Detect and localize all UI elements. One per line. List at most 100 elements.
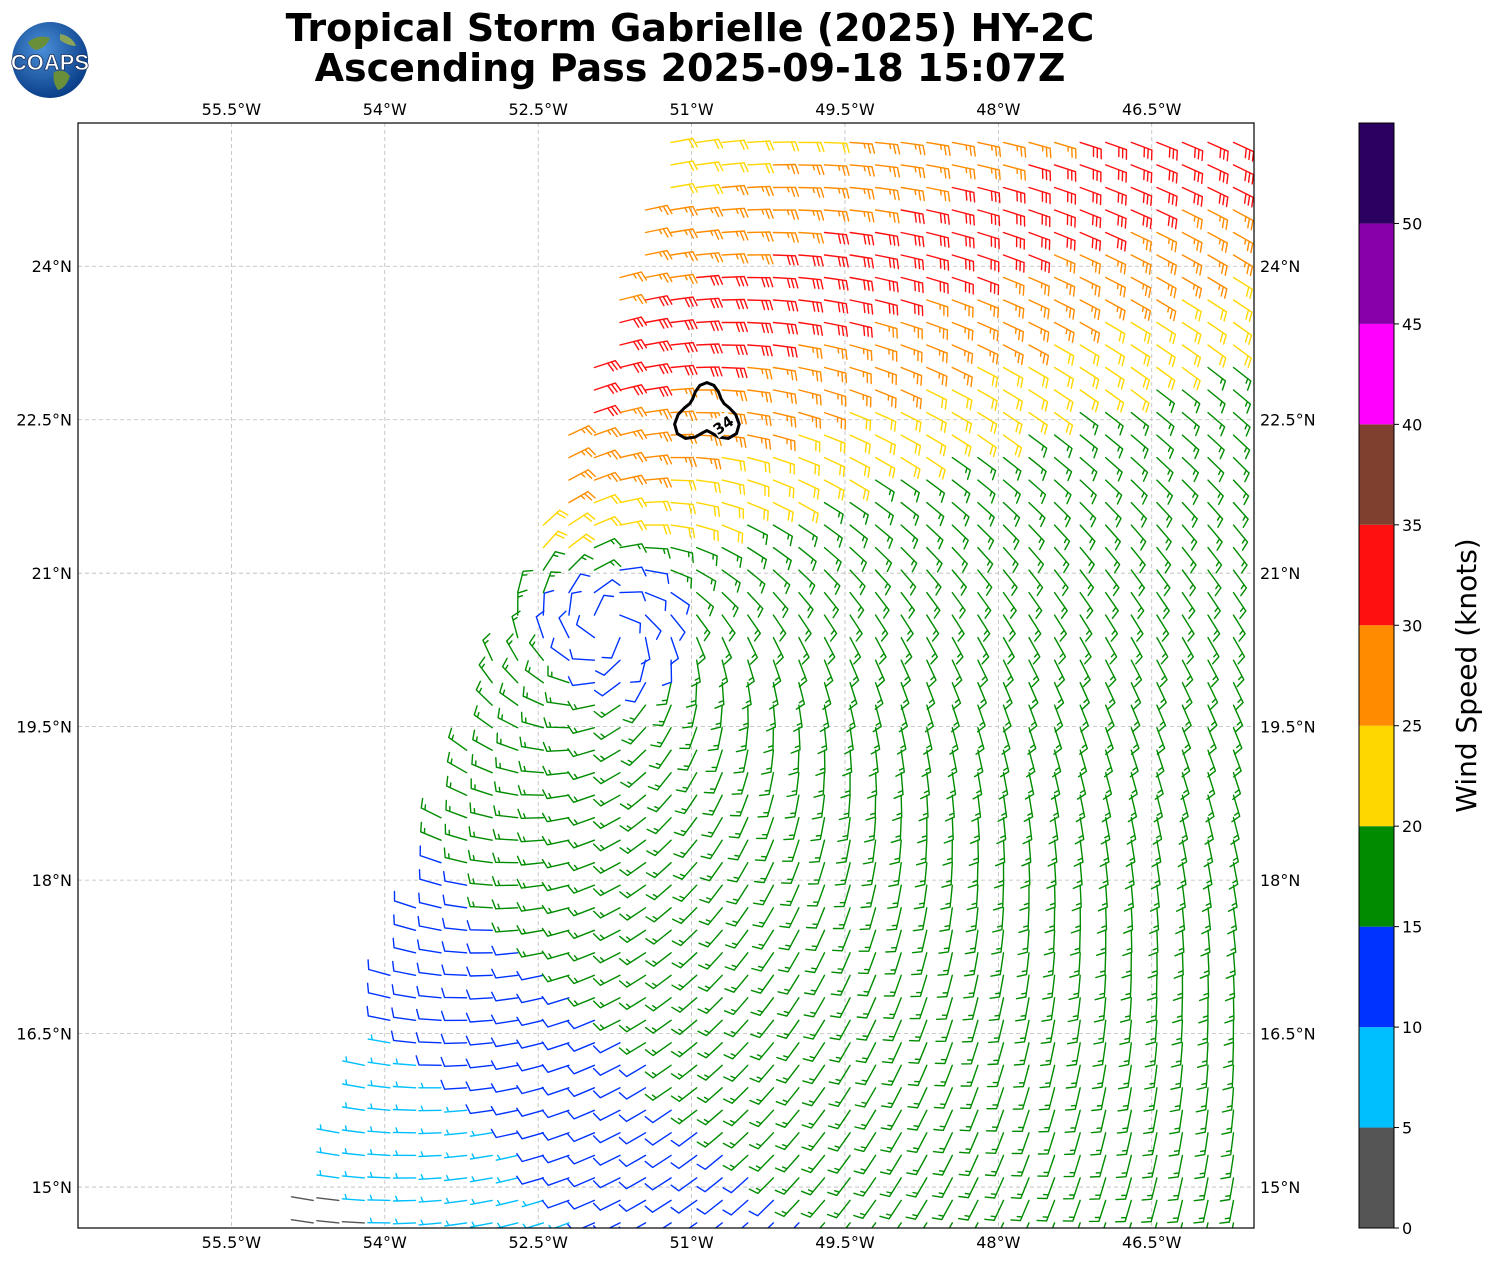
wind-barb [874,321,898,339]
wind-barb [977,524,995,550]
wind-barb [721,230,749,241]
wind-barb [1174,929,1185,957]
wind-barb [367,1194,391,1202]
wind-barb [467,873,493,886]
wind-barb [827,1177,851,1197]
wind-barb [747,163,774,174]
wind-barb [644,524,672,535]
wind-barb [823,254,849,268]
wind-barb [1181,366,1201,391]
wind-barb [1028,411,1048,435]
wind-barb [731,772,749,795]
wind-barb [823,366,848,384]
wind-barb [592,952,621,964]
wind-barb [1098,862,1109,890]
wind-barb [1177,839,1188,868]
wind-barb [1156,591,1170,620]
wind-barb [1196,1042,1209,1068]
wind-barb [823,299,849,314]
y-tick-label-right: 19.5°N [1260,718,1316,737]
wind-barb [1156,141,1178,161]
wind-barb [1099,839,1110,867]
chart-title-line2: Ascending Pass 2025-09-18 15:07Z [314,46,1066,90]
wind-barb [1125,839,1136,867]
wind-barb [1123,884,1134,912]
wind-barb [469,1198,493,1206]
wind-barb [849,659,860,688]
wind-barb [593,862,621,874]
wind-barb [567,676,596,687]
wind-barb [823,479,845,501]
wind-barb [806,884,826,907]
wind-barb [1091,1087,1107,1112]
wind-barb [1105,569,1120,597]
wind-barb [1079,704,1089,733]
wind-barb [1181,636,1194,665]
colorbar-bin [1359,524,1394,626]
wind-barb [696,479,721,494]
wind-barb [1232,501,1249,528]
wind-barb [958,1154,979,1177]
wind-barb [721,524,744,544]
wind-barb [1196,1064,1209,1091]
wind-barb [803,1019,826,1040]
wind-barb [1198,997,1209,1024]
wind-barb [593,471,622,482]
wind-barb [806,907,826,929]
wind-barb [874,389,897,409]
wind-barb [798,276,824,290]
wind-barb [1079,546,1095,574]
wind-barb [490,1083,519,1093]
wind-barb [951,546,968,573]
wind-barb [1119,997,1132,1023]
wind-barb [1028,704,1038,733]
wind-barb [926,659,937,688]
wind-barb [772,299,799,312]
wind-barb [1075,794,1086,823]
wind-barb [1002,411,1023,435]
wind-barb [780,884,800,907]
wind-barb [857,952,877,975]
wind-barb [466,920,493,931]
y-tick-label-left: 24°N [32,257,72,276]
wind-barb [478,656,493,684]
wind-barb [747,140,775,151]
wind-barb [619,614,642,634]
wind-barb [516,1175,544,1185]
wind-barb [1040,1042,1056,1067]
wind-barb [900,276,924,294]
wind-barb [1151,839,1162,868]
wind-barb [1181,569,1197,597]
wind-barb [316,1170,340,1179]
wind-barb [619,406,648,418]
wind-barb [926,209,950,225]
wind-barb [441,941,468,954]
wind-barb [1079,164,1102,183]
wind-barb [417,939,442,954]
wind-barb [1028,456,1047,481]
wind-barb [721,501,745,520]
wind-barb [491,876,519,887]
wind-barb [593,404,622,417]
wind-barb [1028,524,1045,551]
wind-barb [1041,997,1056,1022]
wind-barb [1028,254,1051,274]
wind-barb [619,497,647,508]
wind-barb [900,321,923,340]
wind-barb [772,434,796,452]
wind-barb [490,1014,519,1025]
wind-barb [917,817,928,844]
wind-barb [833,884,851,908]
wind-barb [1153,794,1163,823]
wind-barb [418,1105,442,1112]
wind-barb [774,1154,800,1173]
wind-barb [468,826,493,841]
wind-barb [644,997,672,1012]
wind-barb [517,569,534,594]
wind-barb [622,704,647,724]
wind-barb [772,276,799,289]
wind-barb [1207,344,1227,368]
wind-barb [1156,231,1178,253]
wind-barb [567,1177,596,1188]
